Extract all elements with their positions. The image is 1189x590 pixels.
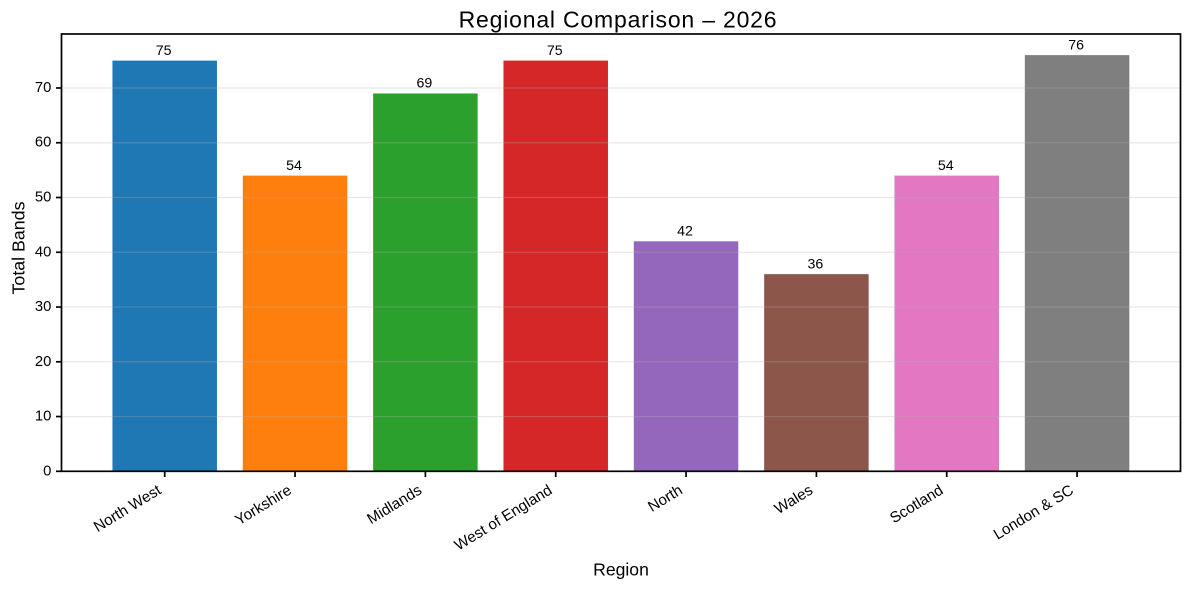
- svg-text:42: 42: [677, 224, 693, 240]
- svg-text:75: 75: [156, 43, 172, 59]
- svg-text:36: 36: [808, 256, 824, 272]
- svg-text:69: 69: [416, 76, 432, 92]
- svg-text:10: 10: [35, 409, 51, 425]
- svg-text:30: 30: [35, 299, 51, 315]
- svg-text:54: 54: [938, 158, 954, 174]
- svg-text:76: 76: [1068, 37, 1084, 53]
- svg-text:Total Bands: Total Bands: [9, 201, 29, 294]
- svg-text:0: 0: [43, 463, 51, 479]
- svg-text:70: 70: [35, 80, 51, 96]
- svg-text:Regional Comparison – 2026: Regional Comparison – 2026: [459, 7, 778, 33]
- svg-text:Region: Region: [593, 560, 649, 580]
- svg-text:40: 40: [35, 244, 51, 260]
- svg-text:20: 20: [35, 354, 51, 370]
- svg-text:60: 60: [35, 135, 51, 151]
- svg-text:75: 75: [547, 43, 563, 59]
- svg-text:50: 50: [35, 190, 51, 206]
- svg-text:54: 54: [286, 158, 302, 174]
